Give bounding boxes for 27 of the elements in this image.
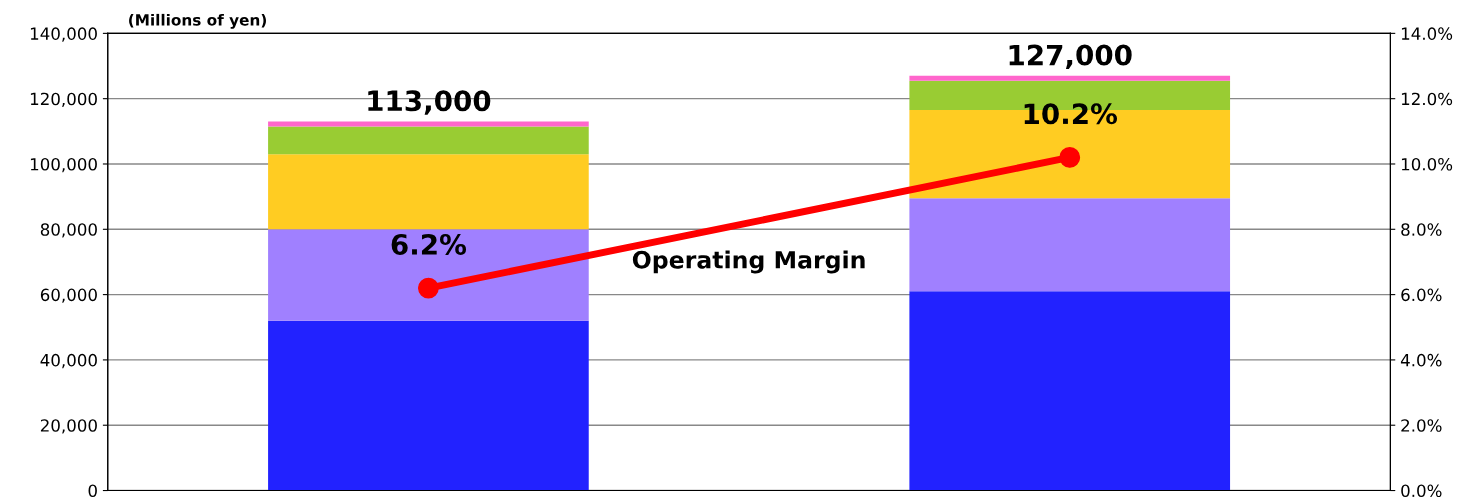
y2-tick-label: 4.0%: [1400, 353, 1442, 367]
annotation: Operating Margin: [632, 250, 865, 274]
y-tick-label: 20,000: [40, 419, 97, 434]
y2-tick-label: 0.0%: [1401, 484, 1442, 498]
y2-tick-label: 6.0%: [1401, 288, 1442, 302]
bar: [268, 126, 589, 155]
data-label: 6.2%: [391, 233, 467, 255]
y-axis-title: (Millions of yen): [129, 13, 266, 29]
bar: [268, 154, 589, 230]
y2-tick-label: 12.0%: [1401, 92, 1453, 106]
bar: [909, 75, 1231, 81]
y2-tick-label: 8.0%: [1401, 223, 1442, 236]
y-tick-label: 100,000: [30, 157, 97, 173]
y-tick-label: 60,000: [40, 288, 97, 303]
total-label: 127,000: [1009, 44, 1132, 70]
y2-tick-label: 10.0%: [1401, 157, 1453, 171]
y-tick-label: 40,000: [40, 353, 97, 369]
y-tick-label: 0: [88, 484, 97, 498]
data-label: 10.2%: [1024, 103, 1118, 125]
total-label: 113,000: [368, 90, 491, 115]
bar: [909, 291, 1231, 491]
y-tick-label: 140,000: [30, 27, 97, 42]
y-tick-label: 120,000: [30, 92, 97, 107]
y2-tick-label: 14.0%: [1401, 27, 1453, 40]
bar: [268, 320, 589, 491]
y2-tick-label: 2.0%: [1401, 419, 1442, 432]
y-tick-label: 80,000: [40, 223, 97, 238]
